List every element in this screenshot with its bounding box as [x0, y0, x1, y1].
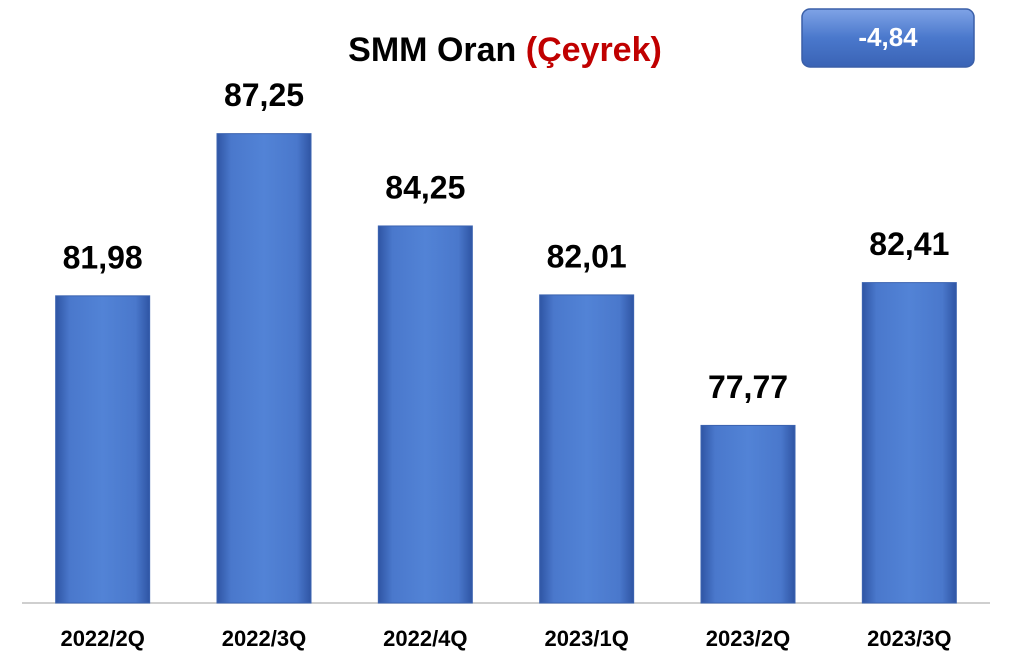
value-label: 87,25: [224, 77, 304, 113]
bar: [539, 294, 635, 604]
value-label: 82,41: [869, 226, 949, 262]
value-label: 84,25: [385, 169, 465, 205]
x-tick-label: 2022/3Q: [222, 626, 306, 651]
x-tick-label: 2023/3Q: [867, 626, 951, 651]
bar: [861, 282, 957, 604]
x-tick-label: 2022/4Q: [383, 626, 467, 651]
bar: [55, 295, 151, 604]
x-tick-label: 2022/2Q: [60, 626, 144, 651]
bar: [700, 424, 796, 604]
bar: [377, 225, 473, 604]
x-tick-label: 2023/1Q: [544, 626, 628, 651]
annotation-box: [801, 8, 975, 68]
x-tick-label: 2023/2Q: [706, 626, 790, 651]
title-period: (Çeyrek): [526, 31, 662, 69]
title-main: SMM Oran: [348, 31, 516, 69]
bar: [216, 133, 312, 604]
annotation: -4,84: [858, 22, 918, 52]
value-label: 77,77: [708, 369, 788, 405]
value-label: 82,01: [547, 238, 627, 274]
chart-title: SMM Oran (Çeyrek): [348, 31, 662, 69]
value-label: 81,98: [63, 239, 143, 275]
